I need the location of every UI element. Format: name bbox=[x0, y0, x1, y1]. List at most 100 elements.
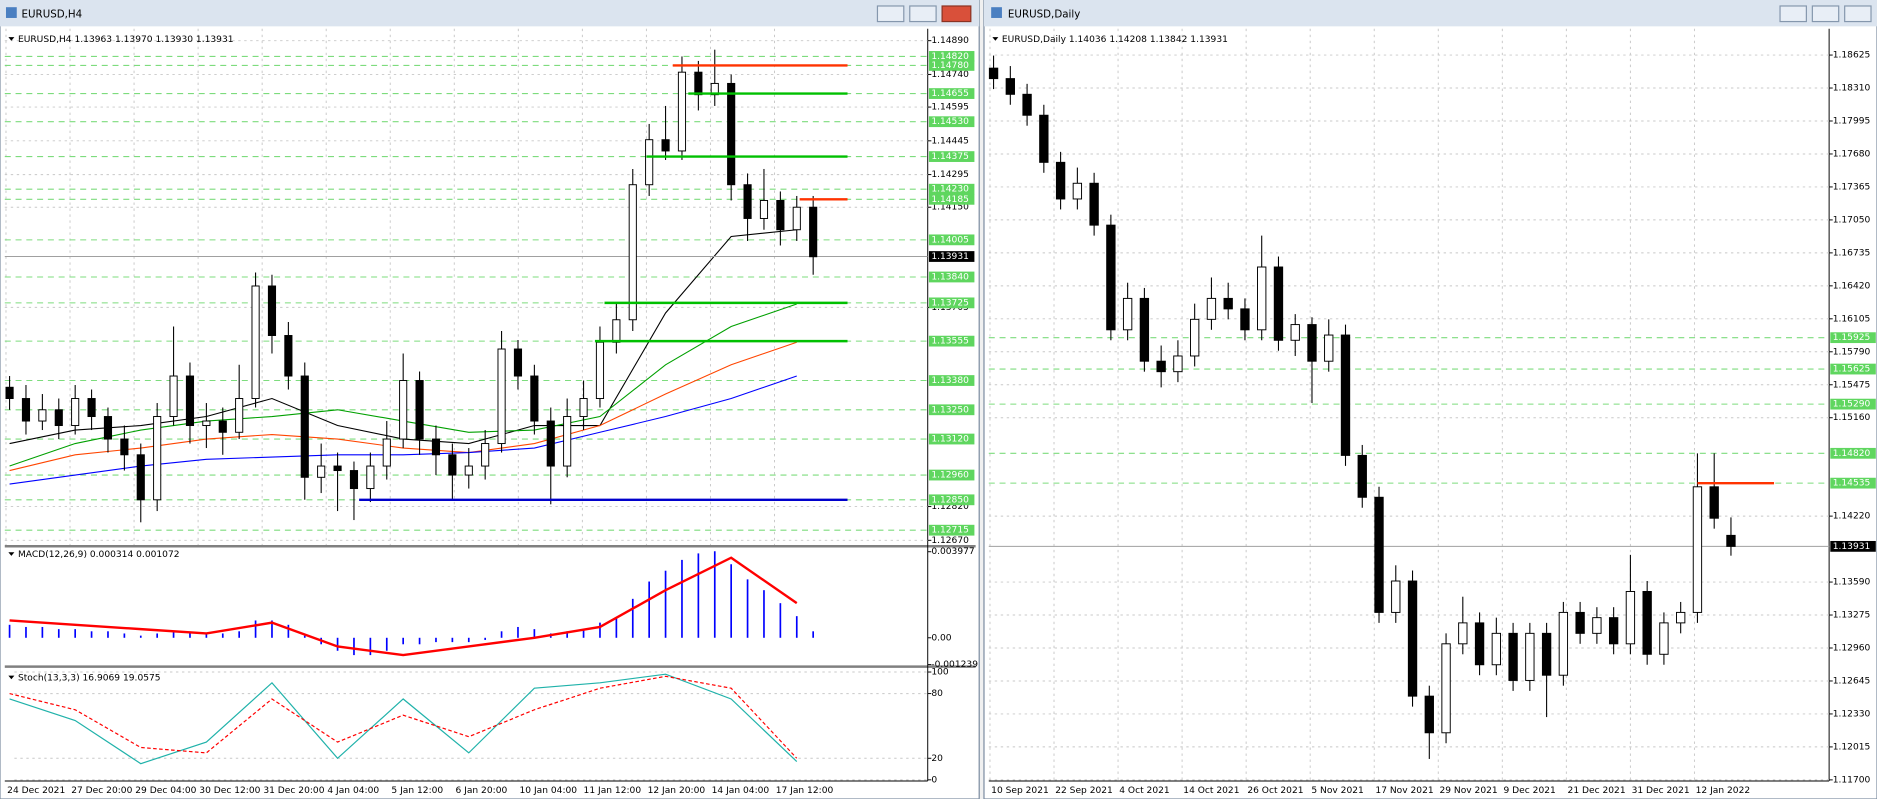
candle-body bbox=[1139, 297, 1150, 362]
candle-body bbox=[71, 398, 80, 427]
candle-body bbox=[333, 465, 342, 472]
candle-body bbox=[1474, 622, 1485, 666]
y-tick-label: 1.14445 bbox=[931, 136, 969, 146]
candle-body bbox=[661, 139, 670, 152]
candle-body bbox=[284, 335, 293, 377]
level-label: 1.14230 bbox=[931, 185, 969, 195]
y-tick-label: 0.003977 bbox=[931, 547, 975, 557]
level-label-box bbox=[1830, 332, 1876, 344]
x-tick-label: 10 Jan 04:00 bbox=[520, 786, 578, 796]
candle-body bbox=[153, 416, 162, 501]
stoch-signal bbox=[9, 675, 798, 759]
y-tick-label: 1.17365 bbox=[1833, 182, 1871, 192]
y-tick-label: 1.18310 bbox=[1833, 84, 1871, 94]
x-tick-label: 6 Jan 20:00 bbox=[455, 786, 507, 796]
candle-body bbox=[776, 199, 785, 231]
level-label: 1.14530 bbox=[931, 117, 969, 127]
level-label-box bbox=[928, 297, 975, 309]
x-tick-label: 5 Nov 2021 bbox=[1311, 786, 1363, 796]
y-tick-label: 0.00 bbox=[931, 633, 951, 643]
candle-body bbox=[595, 341, 605, 400]
y-tick-label: 1.17680 bbox=[1833, 149, 1871, 159]
maximize-button[interactable] bbox=[1811, 5, 1840, 23]
x-tick-label: 9 Dec 2021 bbox=[1504, 786, 1556, 796]
window-icon bbox=[991, 7, 1002, 18]
candle-body bbox=[1357, 454, 1367, 498]
level-label-box bbox=[1830, 447, 1876, 459]
current-price-label: 1.13931 bbox=[931, 252, 969, 262]
y-tick-label: 1.17995 bbox=[1833, 116, 1871, 126]
x-tick-label: 17 Jan 12:00 bbox=[776, 786, 834, 796]
x-tick-label: 14 Jan 04:00 bbox=[712, 786, 770, 796]
candle-body bbox=[169, 375, 178, 418]
header-arrow bbox=[8, 37, 15, 41]
candle-body bbox=[1340, 334, 1351, 456]
current-price-box bbox=[928, 251, 975, 262]
chart-header: EURUSD,Daily 1.14036 1.14208 1.13842 1.1… bbox=[1002, 35, 1228, 45]
y-tick-label: 1.15160 bbox=[1833, 413, 1871, 423]
x-tick-label: 31 Dec 2021 bbox=[1632, 786, 1690, 796]
window-title: EURUSD,H4 bbox=[22, 8, 83, 20]
candle-body bbox=[1391, 580, 1401, 613]
level-label-box bbox=[928, 88, 975, 99]
y-tick-label: 1.16105 bbox=[1833, 314, 1871, 324]
candle-body bbox=[218, 420, 227, 433]
y-tick-label: 1.16735 bbox=[1833, 248, 1871, 258]
candle-body bbox=[1692, 486, 1703, 613]
candle-body bbox=[759, 199, 769, 219]
minimize-button[interactable] bbox=[1779, 5, 1807, 23]
header-arrow bbox=[8, 552, 15, 556]
level-label-box bbox=[1830, 477, 1876, 489]
candle-body bbox=[809, 206, 818, 258]
candle-body bbox=[612, 319, 621, 343]
header-arrow bbox=[992, 37, 999, 41]
x-tick-label: 26 Oct 2021 bbox=[1247, 786, 1303, 796]
candle-body bbox=[415, 380, 424, 440]
candle-body bbox=[5, 386, 14, 400]
y-tick-label: 100 bbox=[931, 668, 949, 678]
candle-body bbox=[1055, 161, 1066, 200]
candle-body bbox=[497, 348, 506, 445]
y-tick-label: 1.17050 bbox=[1833, 215, 1871, 225]
chart-header: EURUSD,H4 1.13963 1.13970 1.13930 1.1393… bbox=[18, 35, 234, 45]
y-tick-label: 1.16420 bbox=[1833, 281, 1871, 291]
level-label: 1.12715 bbox=[931, 526, 969, 536]
candle-body bbox=[1592, 617, 1602, 634]
x-tick-label: 12 Jan 20:00 bbox=[648, 786, 706, 796]
chart-header: Stoch(13,3,3) 16.9069 19.0575 bbox=[18, 674, 161, 684]
close-button[interactable] bbox=[1844, 5, 1872, 23]
level-label: 1.14375 bbox=[931, 152, 969, 162]
candle-body bbox=[448, 454, 457, 476]
level-label: 1.14820 bbox=[931, 52, 969, 62]
candle-body bbox=[1206, 297, 1217, 320]
x-tick-label: 4 Oct 2021 bbox=[1119, 786, 1169, 796]
candle-body bbox=[251, 285, 260, 400]
y-tick-label: 20 bbox=[931, 754, 943, 764]
window-icon bbox=[5, 7, 17, 18]
close-button[interactable] bbox=[941, 5, 972, 23]
minimize-button[interactable] bbox=[876, 5, 905, 23]
y-tick-label: 1.15790 bbox=[1833, 347, 1871, 357]
candle-body bbox=[38, 409, 47, 422]
candle-body bbox=[1709, 486, 1719, 519]
y-tick-label: 1.12645 bbox=[1833, 676, 1871, 686]
y-tick-label: 0 bbox=[931, 775, 937, 785]
candle-body bbox=[743, 184, 752, 219]
y-tick-label: 1.18625 bbox=[1833, 51, 1871, 61]
candle-body bbox=[546, 420, 555, 467]
candle-body bbox=[300, 375, 309, 478]
x-tick-label: 30 Dec 12:00 bbox=[199, 786, 260, 796]
candle-body bbox=[1659, 622, 1669, 655]
y-tick-label: 1.14295 bbox=[931, 170, 969, 180]
candle-body bbox=[1726, 534, 1736, 547]
level-label-box bbox=[928, 116, 975, 128]
candle-body bbox=[792, 206, 801, 231]
candle-body bbox=[1005, 78, 1015, 95]
candle-body bbox=[579, 398, 588, 418]
candle-body bbox=[1156, 360, 1166, 373]
level-label: 1.15625 bbox=[1833, 365, 1871, 375]
x-tick-label: 17 Nov 2021 bbox=[1375, 786, 1433, 796]
candle-body bbox=[1441, 643, 1451, 734]
maximize-button[interactable] bbox=[909, 5, 937, 23]
